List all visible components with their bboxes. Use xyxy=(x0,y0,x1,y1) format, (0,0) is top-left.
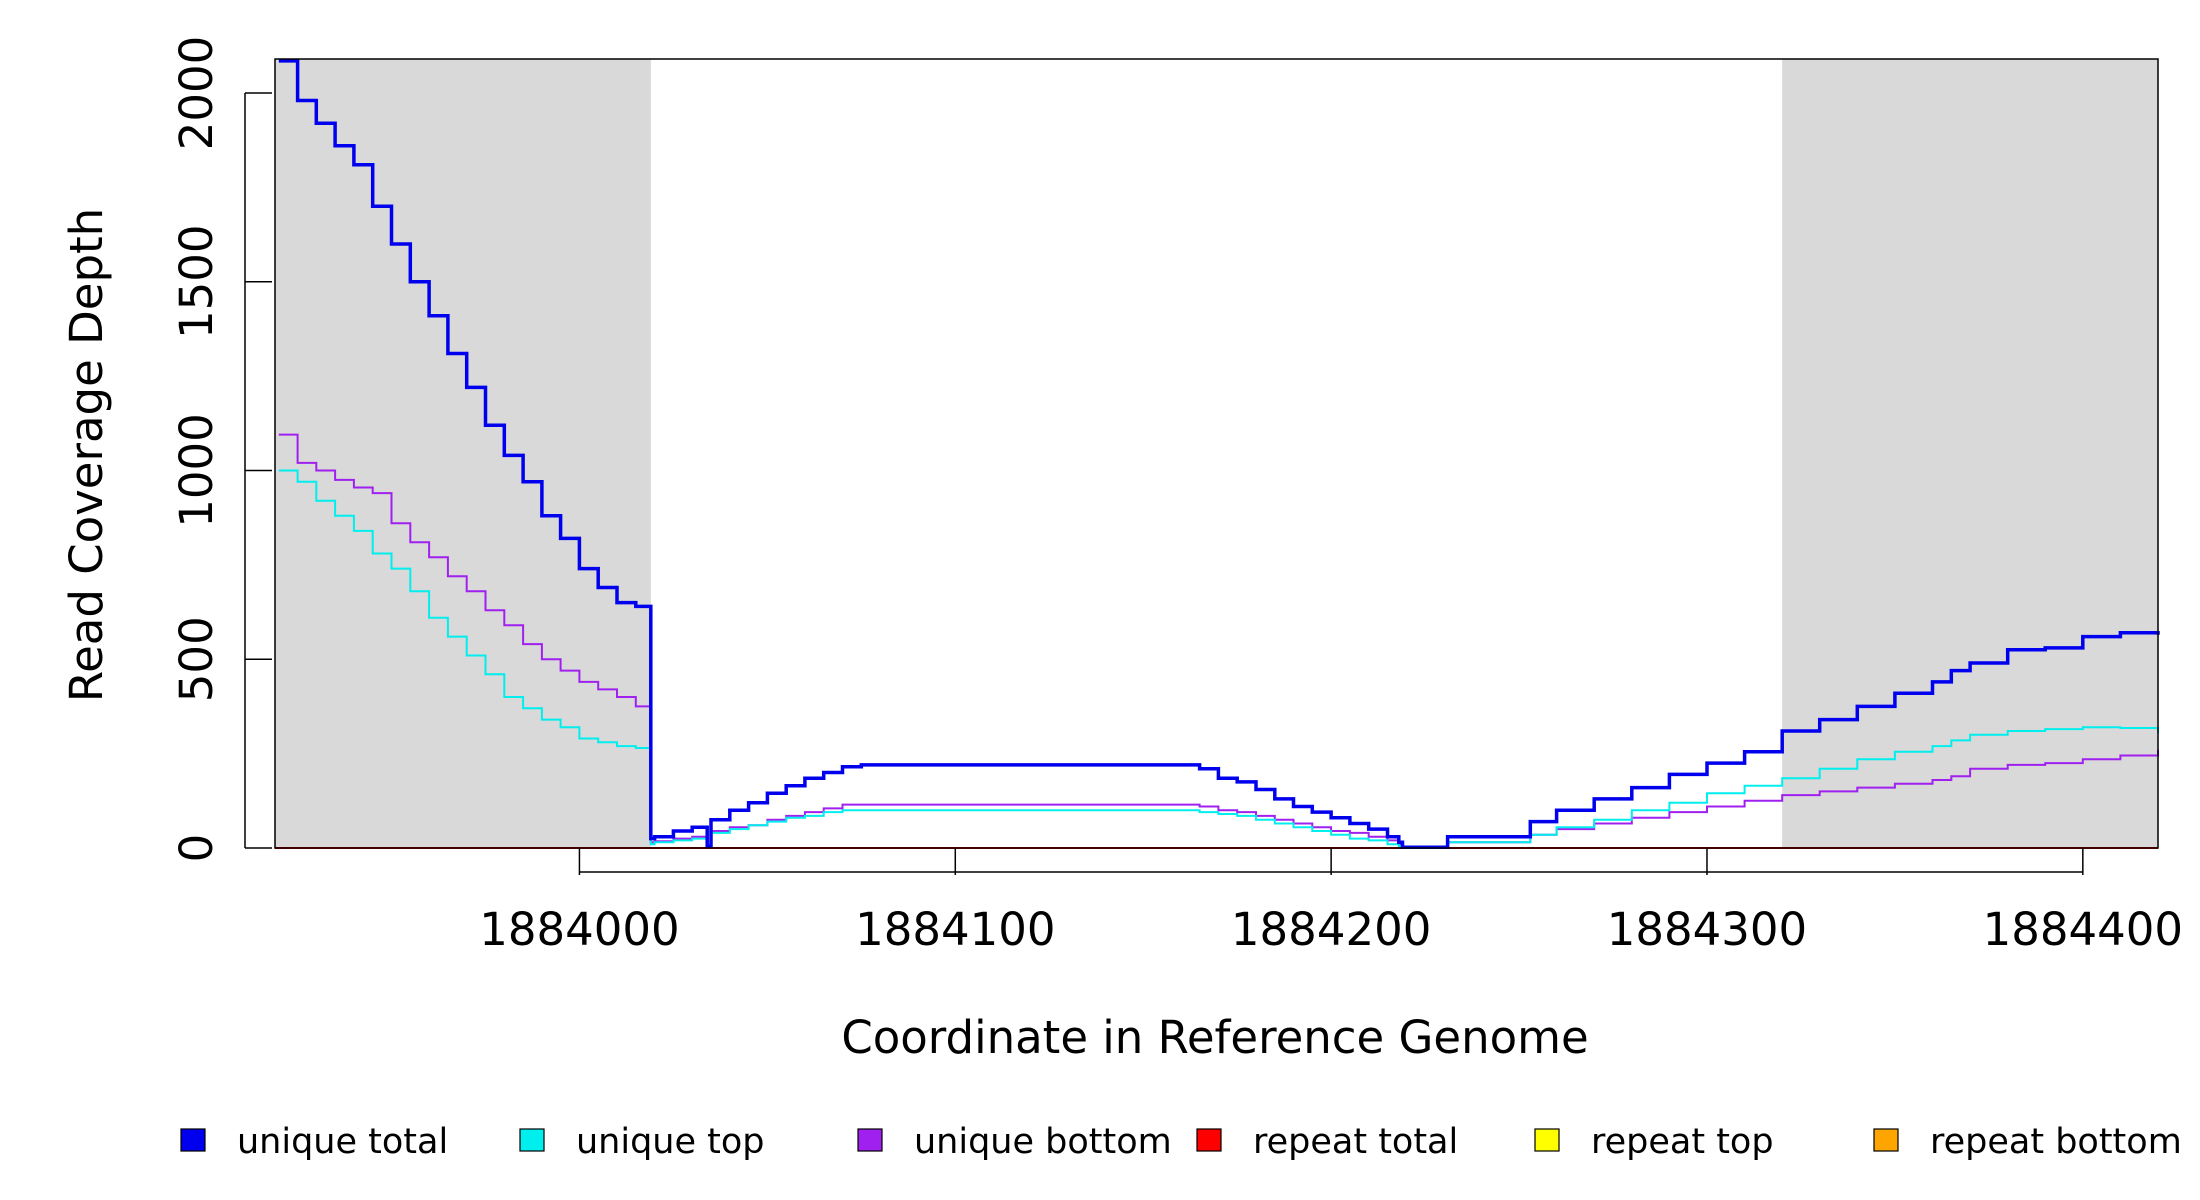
legend-swatch-repeat-top xyxy=(1534,1128,1560,1152)
legend-swatch-unique-total xyxy=(180,1128,206,1152)
legend-label-unique-bottom: unique bottom xyxy=(914,1122,1172,1162)
legend-label-repeat-total: repeat total xyxy=(1253,1122,1458,1162)
y-tick-label: 0 xyxy=(170,834,223,863)
legend-swatch-unique-top xyxy=(519,1128,545,1152)
y-axis-title: Read Coverage Depth xyxy=(60,208,113,702)
x-axis-title: Coordinate in Reference Genome xyxy=(841,1011,1588,1064)
x-tick-label: 1884100 xyxy=(855,903,1055,956)
legend: unique total unique top unique bottom repea… xyxy=(180,1122,2182,1162)
y-tick-label: 2000 xyxy=(170,36,223,151)
legend-swatch-repeat-total xyxy=(1196,1128,1222,1152)
x-axis: 1884000 1884100 1884200 1884300 1884400 xyxy=(479,848,2183,956)
plot-frame xyxy=(274,58,2159,849)
shaded-region-2 xyxy=(1782,59,2158,848)
shaded-regions xyxy=(275,59,2158,848)
legend-swatch-unique-bottom xyxy=(857,1128,883,1152)
y-axis: 0 500 1000 1500 2000 xyxy=(170,36,272,863)
legend-label-unique-top: unique top xyxy=(576,1122,765,1162)
x-tick-label: 1884000 xyxy=(479,903,679,956)
shaded-region-1 xyxy=(275,59,651,848)
series-line-unique-bottom xyxy=(278,433,2159,849)
x-tick-label: 1884400 xyxy=(1983,903,2183,956)
legend-label-unique-total: unique total xyxy=(237,1122,448,1162)
legend-swatch-repeat-bottom xyxy=(1873,1128,1899,1152)
y-tick-label: 1000 xyxy=(170,413,223,528)
x-tick-label: 1884200 xyxy=(1231,903,1431,956)
series-line-unique-top xyxy=(278,469,2159,849)
x-tick-label: 1884300 xyxy=(1607,903,1807,956)
y-tick-label: 1500 xyxy=(170,224,223,339)
y-tick-label: 500 xyxy=(170,616,223,702)
legend-label-repeat-top: repeat top xyxy=(1591,1122,1774,1162)
series-line-unique-total xyxy=(278,59,2160,849)
legend-label-repeat-bottom: repeat bottom xyxy=(1930,1122,2182,1162)
